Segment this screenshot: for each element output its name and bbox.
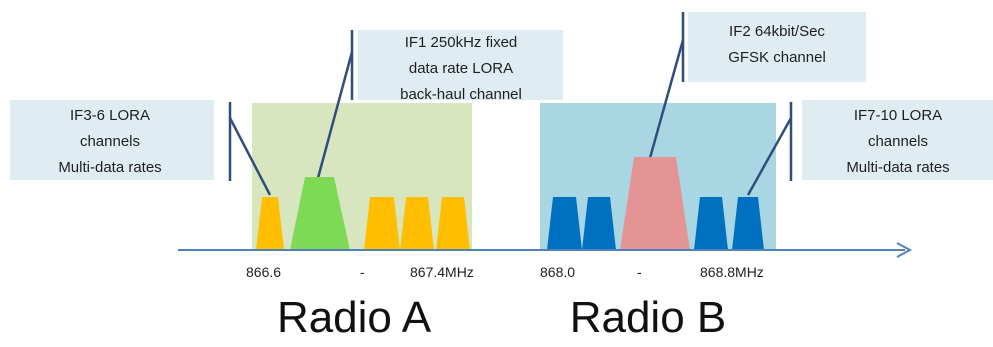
if2-leader-diagonal — [648, 39, 685, 159]
if3-6-leader-diagonal — [228, 117, 272, 196]
if7-10-leader-diagonal — [746, 117, 793, 196]
radio-b-label: Radio B — [570, 293, 727, 342]
frequency-axis — [178, 242, 913, 258]
channel-if3 — [256, 197, 284, 250]
if1-callout-line-3: back-haul channel — [400, 86, 522, 103]
if7-10-callout-line-2: channels — [868, 133, 928, 150]
if1-leader-diagonal — [316, 51, 354, 179]
radio-b-channels — [547, 157, 764, 250]
radio-b-start-freq: 868.0 — [540, 264, 575, 280]
radio-a-band — [252, 103, 472, 250]
radio-b-range-dash: - — [637, 264, 642, 280]
if3-6-callout-line-1: IF3-6 LORA — [70, 107, 150, 124]
if1-callout-line-2: data rate LORA — [409, 60, 513, 77]
if7-10-callout-line-3: Multi-data rates — [846, 159, 949, 176]
channel-if8 — [582, 197, 616, 250]
channel-if4 — [364, 197, 400, 250]
radio-b-end-freq: 868.8MHz — [700, 264, 764, 280]
if3-6-callout-line-3: Multi-data rates — [58, 159, 161, 176]
channel-if9 — [694, 197, 728, 250]
channel-if7 — [547, 197, 582, 250]
channel-if2-gfsk — [620, 157, 690, 250]
if1-callout-box — [358, 30, 563, 100]
channel-if10 — [732, 197, 764, 250]
if2-callout-line-2: GFSK channel — [728, 49, 826, 66]
frequency-axis-arrowhead — [896, 242, 913, 258]
if1-callout-line-1: IF1 250kHz fixed — [405, 34, 518, 51]
if3-6-callout-line-2: channels — [80, 133, 140, 150]
radio-a-range-dash: - — [360, 264, 365, 280]
radio-a-label: Radio A — [277, 293, 432, 342]
if3-6-callout-box — [10, 100, 214, 180]
if2-callout-line-1: IF2 64kbit/Sec — [729, 23, 825, 40]
if7-10-callout-box — [802, 100, 993, 180]
channel-if1-backhaul — [290, 177, 350, 250]
channel-if5 — [400, 197, 434, 250]
radio-a-channels — [256, 177, 470, 250]
if7-10-callout-line-1: IF7-10 LORA — [854, 107, 942, 124]
if2-callout-box — [688, 12, 866, 82]
radio-a-start-freq: 866.6 — [246, 264, 281, 280]
leader-lines — [228, 12, 793, 196]
channel-if6 — [436, 197, 470, 250]
radio-a-end-freq: 867.4MHz — [410, 264, 474, 280]
